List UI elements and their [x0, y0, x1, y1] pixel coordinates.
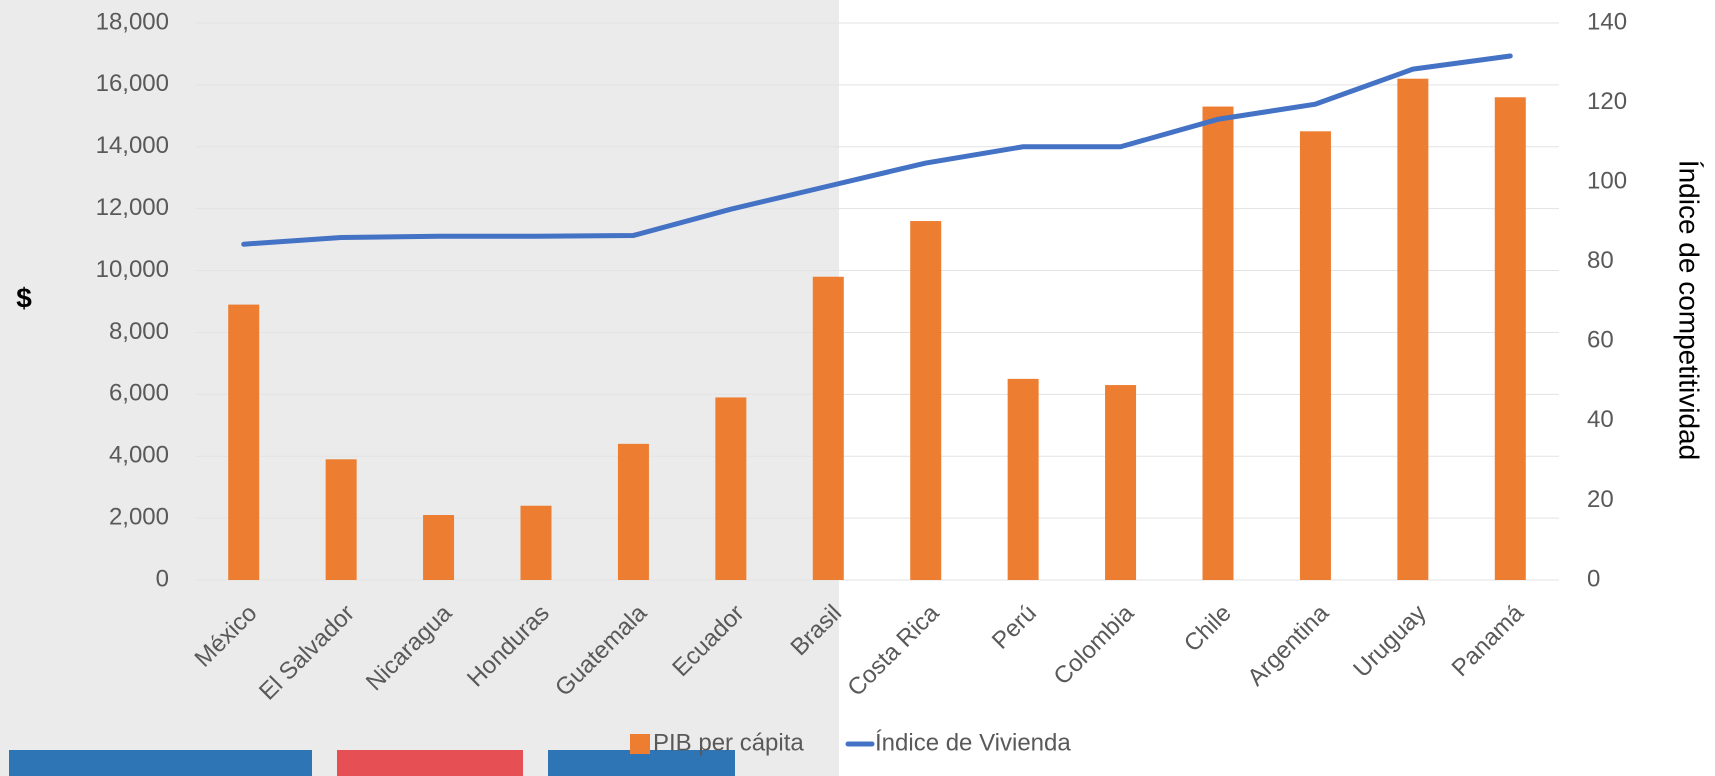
x-tick-label: Chile — [1179, 600, 1237, 658]
x-tick-label: Argentina — [1242, 599, 1334, 691]
y-tick-label: 18,000 — [96, 8, 169, 35]
line — [241, 53, 1513, 247]
bar — [715, 397, 747, 580]
x-tick-label: Perú — [987, 600, 1042, 655]
bar — [1202, 106, 1234, 581]
y-tick-label: 4,000 — [109, 442, 169, 469]
y-tick-label: 10,000 — [96, 256, 169, 283]
bar — [520, 505, 552, 580]
panel-background — [0, 0, 839, 776]
bar — [617, 443, 649, 580]
bar — [1299, 131, 1331, 581]
bar — [1397, 78, 1429, 580]
y-tick-label: 16,000 — [96, 70, 169, 97]
y2-tick-label: 140 — [1587, 8, 1627, 35]
x-tick-label: Colombia — [1049, 599, 1140, 690]
y2-tick-label: 0 — [1587, 565, 1600, 592]
y2-tick-label: 100 — [1587, 167, 1627, 194]
bar — [1494, 97, 1526, 581]
legend-label: PIB per cápita — [653, 729, 804, 756]
y-tick-label: 8,000 — [109, 318, 169, 345]
y-tick-label: 2,000 — [109, 503, 169, 530]
y2-tick-label: 120 — [1587, 88, 1627, 115]
x-tick-label: Uruguay — [1348, 600, 1431, 683]
legend-swatch — [630, 734, 650, 754]
bar — [423, 515, 455, 580]
y2-tick-label: 40 — [1587, 406, 1614, 433]
x-tick-label: Panamá — [1447, 599, 1530, 682]
bar — [228, 304, 260, 580]
toolbar-button[interactable] — [9, 750, 312, 776]
y2-tick-label: 20 — [1587, 486, 1614, 513]
y-tick-label: 14,000 — [96, 132, 169, 159]
y2-tick-label: 60 — [1587, 327, 1614, 354]
y2-tick-label: 80 — [1587, 247, 1614, 274]
bar — [812, 276, 844, 580]
y-tick-label: 6,000 — [109, 380, 169, 407]
x-tick-label: Costa Rica — [842, 599, 945, 702]
bar — [1007, 378, 1039, 580]
bar — [910, 221, 942, 581]
toolbar-button[interactable] — [337, 750, 523, 776]
y-tick-label: 0 — [156, 565, 169, 592]
toolbar-button[interactable] — [548, 750, 735, 776]
bar — [1105, 385, 1137, 580]
y2-axis-label: Índice de competitividad — [1674, 160, 1705, 460]
y-tick-label: 12,000 — [96, 194, 169, 221]
legend-label: Índice de Vivienda — [875, 729, 1071, 756]
y-axis-label: $ — [16, 282, 32, 313]
bar — [325, 459, 357, 580]
